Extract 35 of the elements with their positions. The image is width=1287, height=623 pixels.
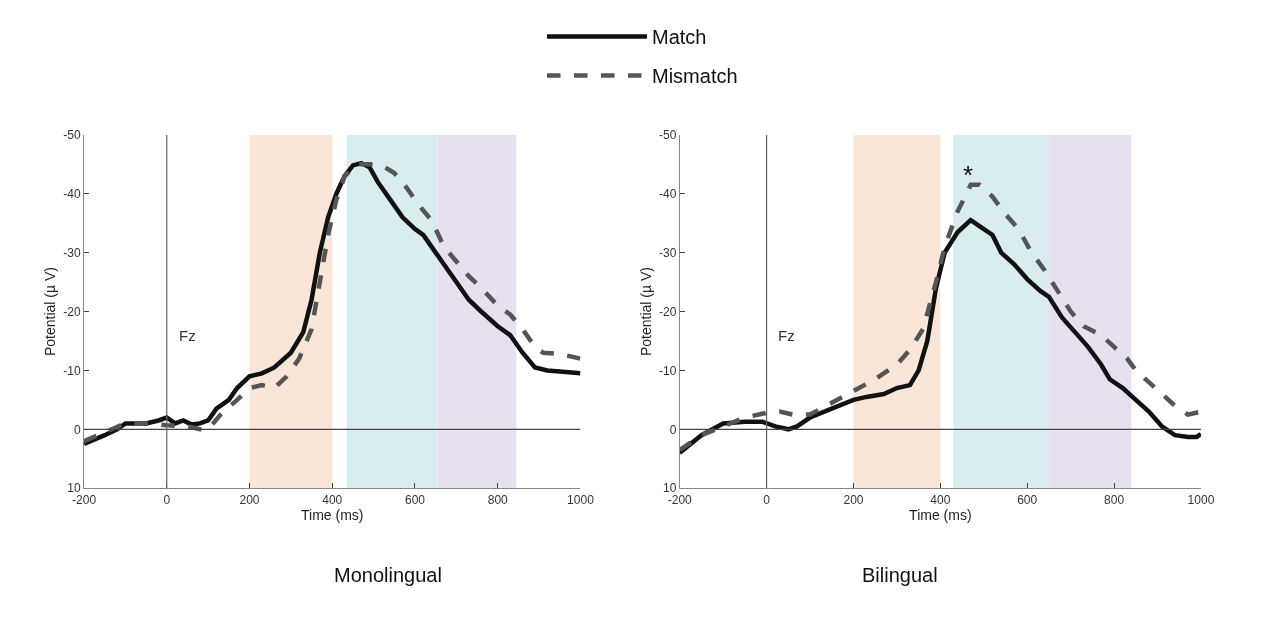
y-tick-label: 0: [73, 422, 81, 437]
x-tick-label: 400: [930, 492, 951, 507]
x-tick-label: 1000: [1187, 492, 1215, 507]
y-tick-label: -30: [63, 245, 81, 260]
legend-label: Match: [652, 26, 707, 49]
x-tick-label: 800: [487, 492, 509, 507]
y-tick-label: -20: [658, 304, 677, 319]
y-tick-label: 0: [669, 422, 677, 437]
x-tick-label: 1000: [567, 492, 595, 507]
y-tick-label: -40: [63, 186, 81, 201]
legend-label: Mismatch: [652, 65, 738, 88]
y-tick-label: -50: [63, 128, 81, 142]
x-tick-label: 800: [1104, 492, 1125, 507]
text: Bilingual: [862, 564, 938, 586]
y-tick-label: -10: [63, 363, 81, 378]
x-tick-label: 200: [843, 492, 864, 507]
y-tick-label: -40: [658, 186, 677, 201]
x-tick-label: 600: [404, 492, 426, 507]
x-tick-label: 200: [239, 492, 260, 507]
y-axis-title: Potential (µ V): [41, 267, 58, 356]
annotation: Fz: [179, 327, 196, 344]
x-axis-title: Time (ms): [301, 506, 364, 523]
x-tick-label: 400: [322, 492, 343, 507]
annotation: *: [963, 160, 974, 190]
y-tick-label: -50: [658, 128, 677, 142]
x-tick-label: 0: [763, 492, 771, 507]
x-tick-label: 0: [163, 492, 171, 507]
x-tick-label: 600: [1017, 492, 1038, 507]
y-axis-title: Potential (µ V): [637, 267, 654, 356]
y-tick-label: -10: [658, 363, 677, 378]
y-tick-label: -30: [658, 245, 677, 260]
text: Monolingual: [334, 564, 442, 586]
annotation: Fz: [778, 327, 795, 344]
x-axis-title: Time (ms): [909, 506, 972, 523]
y-tick-label: -20: [63, 304, 81, 319]
